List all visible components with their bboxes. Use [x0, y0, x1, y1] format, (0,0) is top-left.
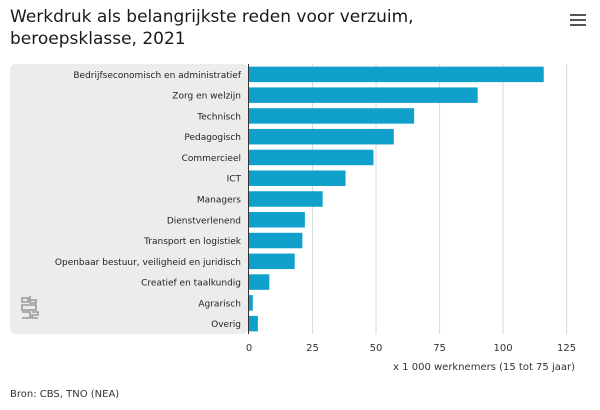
- category-label: Agrarisch: [198, 299, 241, 309]
- bar[interactable]: [249, 232, 303, 249]
- x-tick-label: 125: [557, 343, 576, 354]
- label-panel: [10, 64, 248, 334]
- chart-title-line-2: beroepsklasse, 2021: [10, 29, 186, 49]
- bar[interactable]: [249, 212, 305, 228]
- category-label: Creatief en taalkundig: [141, 279, 241, 289]
- x-tick-label: 75: [433, 343, 446, 354]
- cbs-logo-icon: [21, 296, 39, 319]
- category-label: Commercieel: [182, 154, 241, 164]
- category-label: Pedagogisch: [184, 133, 241, 143]
- x-axis-label: x 1 000 werknemers (15 tot 75 jaar): [393, 362, 575, 373]
- bar[interactable]: [249, 108, 415, 124]
- x-tick-label: 0: [246, 343, 252, 354]
- category-label: Overig: [211, 320, 241, 330]
- category-label: Transport en logistiek: [143, 237, 242, 247]
- category-label: Openbaar bestuur, veiligheid en juridisc…: [55, 258, 241, 268]
- chart-title-line-1: Werkdruk als belangrijkste reden voor ve…: [10, 7, 414, 27]
- bar[interactable]: [249, 274, 270, 290]
- bar[interactable]: [249, 253, 295, 270]
- hamburger-menu-icon[interactable]: [570, 14, 586, 28]
- category-label: ICT: [227, 175, 242, 185]
- category-label: Dienstverlenend: [167, 216, 241, 226]
- x-tick-label: 25: [306, 343, 319, 354]
- category-label: Bedrijfseconomisch en administratief: [73, 71, 241, 81]
- chart-title: Werkdruk als belangrijkste reden voor ve…: [10, 6, 530, 50]
- bar[interactable]: [249, 66, 544, 83]
- source-note: Bron: CBS, TNO (NEA): [10, 389, 120, 400]
- bar[interactable]: [249, 149, 374, 166]
- category-label: Technisch: [196, 112, 241, 122]
- bar-chart: Bedrijfseconomisch en administratief Zorg…: [10, 64, 576, 373]
- bar[interactable]: [249, 170, 346, 186]
- bar[interactable]: [249, 295, 253, 311]
- x-tick-label: 50: [370, 343, 383, 354]
- bar[interactable]: [249, 87, 478, 103]
- category-label: Managers: [197, 196, 241, 206]
- bar[interactable]: [249, 128, 394, 145]
- x-tick-label: 100: [494, 343, 513, 354]
- bar[interactable]: [249, 315, 258, 332]
- category-label: Zorg en welzijn: [172, 92, 241, 102]
- bar[interactable]: [249, 191, 323, 207]
